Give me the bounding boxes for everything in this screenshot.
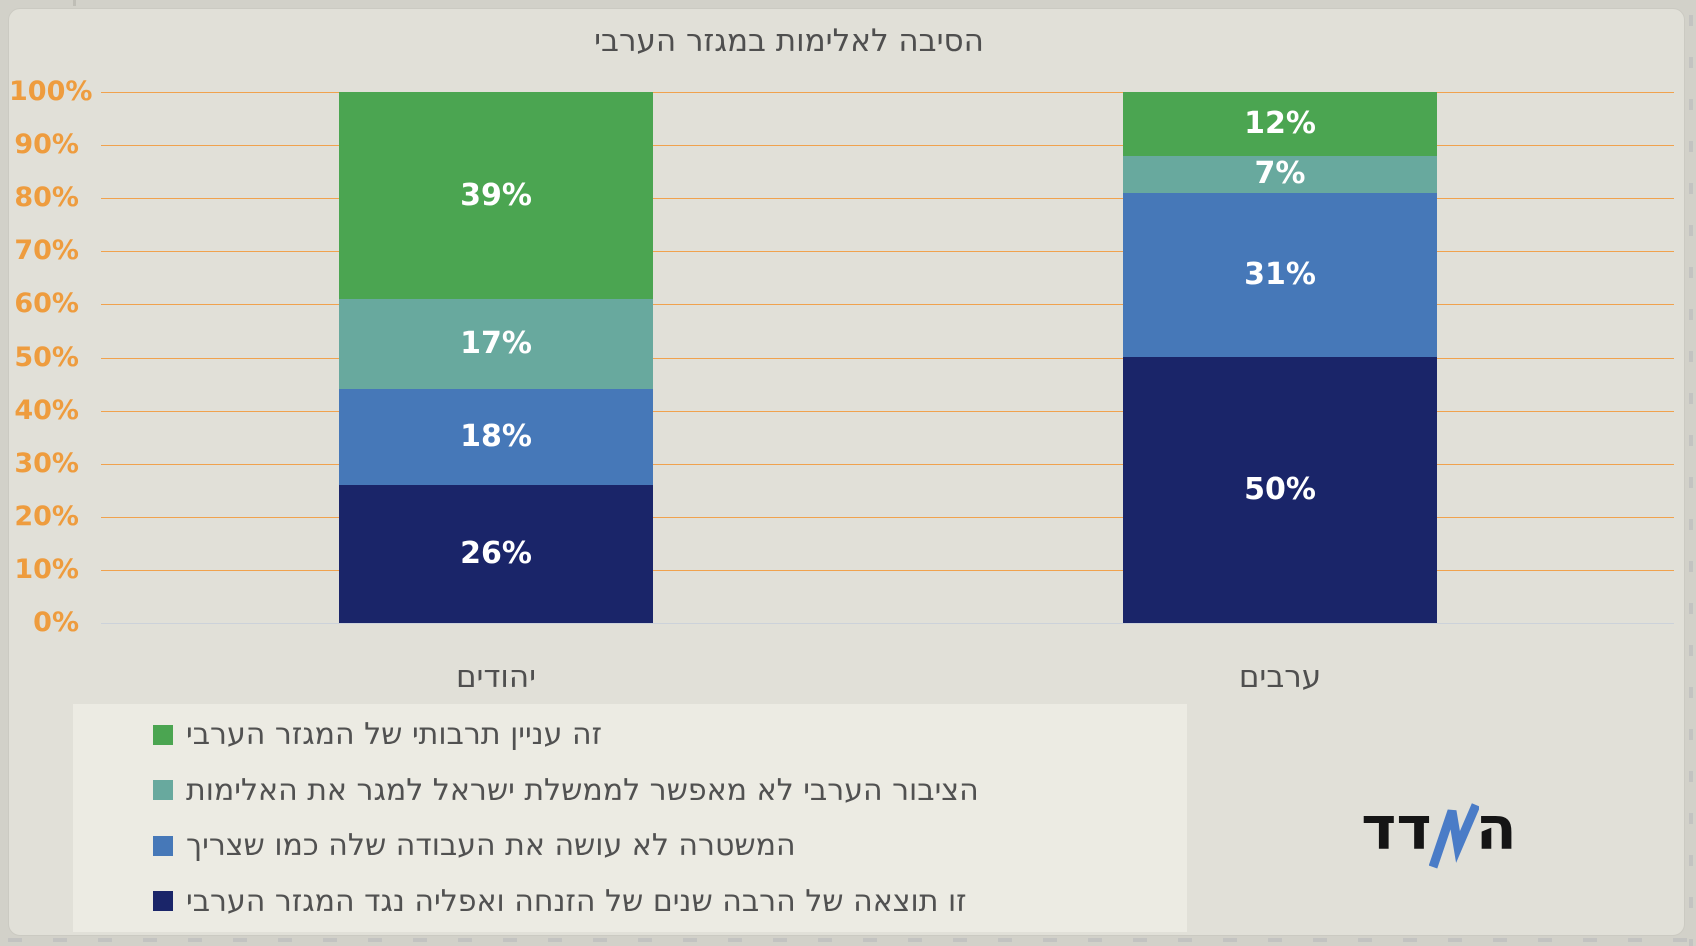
bar-segment: 50% bbox=[1123, 357, 1437, 623]
category-label: ערבים bbox=[1238, 659, 1322, 695]
legend-label: זו תוצאה של הרבה שנים של הזנחה ואפליה נג… bbox=[186, 883, 967, 919]
bar-segment: 26% bbox=[339, 484, 653, 623]
y-axis-tick-label: 40% bbox=[14, 394, 79, 426]
gridline bbox=[101, 92, 1674, 93]
legend-swatch-icon bbox=[153, 780, 173, 801]
bar-segment: 31% bbox=[1123, 192, 1437, 358]
logo-letter-right: ה bbox=[1475, 794, 1517, 864]
gridline bbox=[101, 410, 1674, 412]
chart-card: הסיבה לאלימות במגזר הערבי 0% 10% 20% 30% 40%… bbox=[8, 8, 1685, 936]
legend-label: הציבור הערבי לא מאפשר לממשלת ישראל למגר … bbox=[186, 772, 979, 808]
legend-label: המשטרה לא עושה את העבודה שלה כמו שצריך bbox=[186, 828, 796, 864]
legend-swatch-icon bbox=[153, 724, 173, 745]
category-label: יהודים bbox=[455, 659, 537, 695]
legend-swatch-icon bbox=[153, 835, 173, 856]
y-axis-tick-label: 60% bbox=[14, 288, 79, 320]
gridline bbox=[101, 304, 1674, 306]
bar-value-label: 18% bbox=[460, 419, 532, 455]
y-axis-tick-label: 0% bbox=[33, 607, 79, 638]
logo-zigzag-icon bbox=[1428, 803, 1479, 869]
chart-title: הסיבה לאלימות במגזר הערבי bbox=[594, 23, 984, 59]
gridline bbox=[101, 198, 1674, 200]
bar-segment: 39% bbox=[339, 92, 653, 300]
y-axis-tick-label: 50% bbox=[14, 341, 79, 373]
page-break-dashes-right bbox=[1689, 0, 1693, 946]
gridline bbox=[101, 145, 1674, 147]
bar-value-label: 26% bbox=[460, 535, 532, 571]
plot-area: 0% 10% 20% 30% 40% 50% 60% 70% 80% 90% 100% 39% 17% 1… bbox=[9, 9, 1684, 935]
y-axis-tick-label: 10% bbox=[14, 553, 79, 585]
page-break-tick-top bbox=[73, 0, 76, 6]
legend-item: הציבור הערבי לא מאפשר לממשלת ישראל למגר … bbox=[153, 765, 1187, 815]
x-axis-baseline bbox=[101, 623, 1674, 624]
legend: זה עניין תרבותי של המגזר הערבי הציבור הער… bbox=[73, 704, 1187, 932]
bar-segment: 7% bbox=[1123, 155, 1437, 193]
bar-segment: 17% bbox=[339, 299, 653, 390]
y-axis-tick-label: 30% bbox=[14, 447, 79, 479]
bar-segment: 12% bbox=[1123, 92, 1437, 156]
hamadad-logo: ה דד bbox=[1349, 790, 1529, 869]
gridline bbox=[101, 569, 1674, 571]
bar-segment: 18% bbox=[339, 389, 653, 485]
bar-value-label: 39% bbox=[460, 177, 532, 213]
y-axis-tick-label: 100% bbox=[9, 76, 93, 107]
bar-value-label: 17% bbox=[460, 326, 532, 362]
stacked-bar: 39% 17% 18% 26% bbox=[339, 92, 653, 623]
stacked-bar: 12% 7% 31% 50% bbox=[1123, 92, 1437, 623]
y-axis-tick-label: 20% bbox=[14, 500, 79, 532]
gridline bbox=[101, 463, 1674, 465]
legend-item: זה עניין תרבותי של המגזר הערבי bbox=[153, 710, 1187, 760]
bar-value-label: 31% bbox=[1244, 257, 1316, 293]
bar-value-label: 50% bbox=[1244, 472, 1316, 508]
page-break-dashes-bottom bbox=[0, 938, 1696, 942]
y-axis-tick-label: 70% bbox=[14, 235, 79, 267]
y-axis-tick-label: 90% bbox=[14, 129, 79, 161]
legend-swatch-icon bbox=[153, 891, 173, 912]
gridline bbox=[101, 251, 1674, 253]
y-axis-tick-label: 80% bbox=[14, 182, 79, 214]
legend-label: זה עניין תרבותי של המגזר הערבי bbox=[186, 717, 602, 753]
legend-item: זו תוצאה של הרבה שנים של הזנחה ואפליה נג… bbox=[153, 876, 1187, 926]
bar-value-label: 12% bbox=[1244, 105, 1316, 141]
gridline bbox=[101, 357, 1674, 359]
legend-item: המשטרה לא עושה את העבודה שלה כמו שצריך bbox=[153, 821, 1187, 871]
gridline bbox=[101, 516, 1674, 518]
logo-letters-left: דד bbox=[1361, 794, 1432, 864]
bar-value-label: 7% bbox=[1254, 156, 1306, 192]
